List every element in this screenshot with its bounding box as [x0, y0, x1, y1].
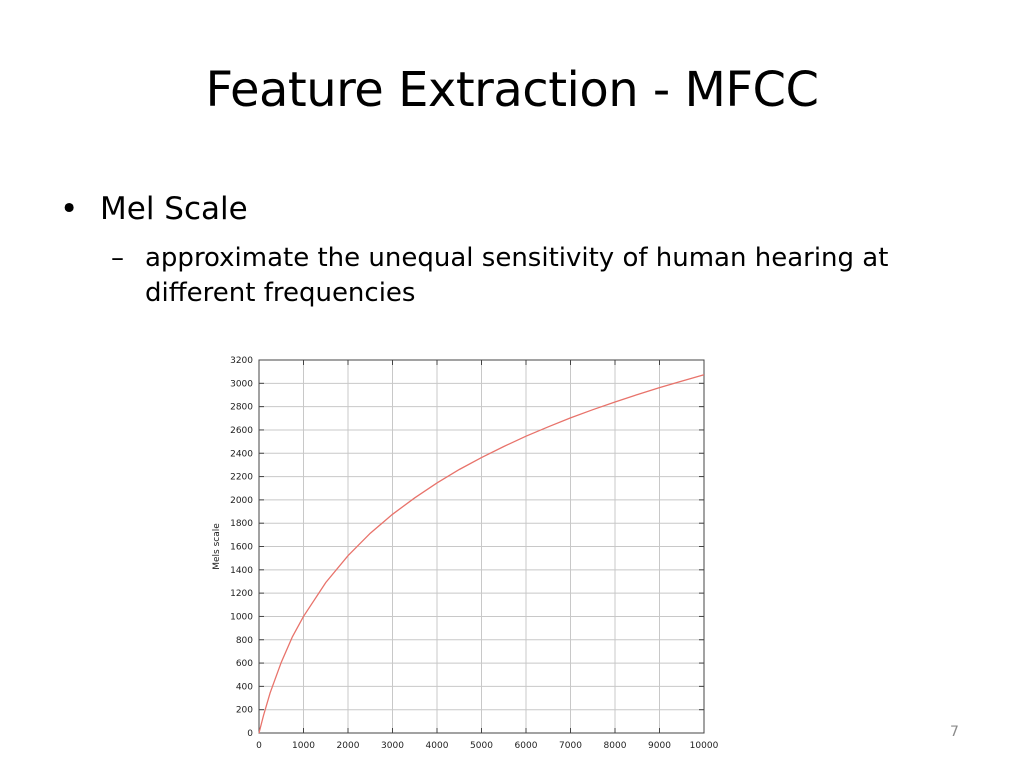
- x-tick-label: 10000: [690, 741, 719, 751]
- y-tick-label: 3200: [230, 356, 253, 366]
- x-tick-label: 2000: [337, 741, 360, 751]
- sub-bullet-item: – approximate the unequal sensitivity of…: [111, 241, 935, 311]
- y-tick-label: 200: [236, 706, 253, 716]
- y-tick-label: 2200: [230, 473, 253, 483]
- y-tick-label: 2600: [230, 426, 253, 436]
- bullet-list: • Mel Scale – approximate the unequal se…: [60, 190, 960, 311]
- y-tick-label: 1000: [230, 612, 253, 622]
- sub-bullet-text: approximate the unequal sensitivity of h…: [145, 242, 889, 308]
- y-tick-label: 0: [247, 729, 253, 739]
- y-tick-label: 400: [236, 682, 253, 692]
- x-tick-label: 1000: [292, 741, 315, 751]
- x-tick-label: 7000: [559, 741, 582, 751]
- y-axis-label: Mels scale: [212, 523, 222, 570]
- x-tick-label: 8000: [604, 741, 627, 751]
- y-tick-label: 2800: [230, 403, 253, 413]
- y-tick-label: 1600: [230, 543, 253, 553]
- mel-scale-chart: 0 1000 2000 3000 4000 5000 6000 7000 8000 9000 100…: [200, 350, 740, 760]
- y-tick-label: 600: [236, 659, 253, 669]
- chart-svg: 0 1000 2000 3000 4000 5000 6000 7000 8000 9000 100…: [212, 356, 719, 751]
- slide-title: Feature Extraction - MFCC: [205, 62, 819, 118]
- bullet-item: • Mel Scale: [60, 190, 960, 229]
- y-tick-label: 2000: [230, 496, 253, 506]
- y-tick-label: 800: [236, 636, 253, 646]
- x-tick-label: 3000: [381, 741, 404, 751]
- x-tick-label: 5000: [470, 741, 493, 751]
- y-tick-label: 1200: [230, 589, 253, 599]
- y-tick-label: 2400: [230, 449, 253, 459]
- y-tick-label: 1400: [230, 566, 253, 576]
- series-line: [258, 374, 705, 734]
- bullet-dot-icon: •: [60, 191, 79, 227]
- y-tick-label: 1800: [230, 519, 253, 529]
- bullet-text: Mel Scale: [100, 191, 248, 227]
- y-tick-label: 3000: [230, 379, 253, 389]
- x-tick-label: 9000: [648, 741, 671, 751]
- x-tick-label: 0: [256, 741, 262, 751]
- page-number: 7: [950, 724, 959, 740]
- x-tick-label: 6000: [515, 741, 538, 751]
- x-tick-label: 4000: [426, 741, 449, 751]
- sub-bullet-dash-icon: –: [111, 242, 124, 273]
